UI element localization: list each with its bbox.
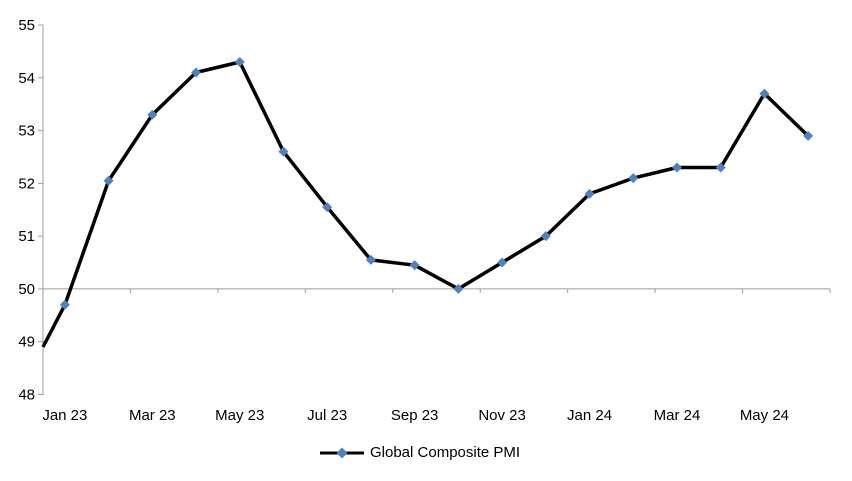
- data-point-may-24: [759, 88, 770, 99]
- data-point-mar-24: [671, 162, 682, 173]
- y-axis-tick-label: 49: [18, 334, 35, 351]
- x-axis-tick-label: Mar 23: [129, 407, 176, 424]
- y-axis-tick-label: 52: [18, 175, 35, 192]
- x-axis-tick-label: Nov 23: [478, 407, 526, 424]
- y-axis-tick-label: 53: [18, 123, 35, 140]
- data-point-apr-24: [715, 162, 726, 173]
- y-axis-tick-label: 54: [18, 70, 35, 87]
- legend-diamond-marker-icon: [336, 447, 348, 458]
- legend-line-marker-icon: [320, 447, 364, 458]
- x-axis-tick-label: Mar 24: [654, 407, 701, 424]
- data-point-nov-23: [497, 257, 508, 268]
- legend: Global Composite PMI: [320, 444, 520, 461]
- y-axis-tick-label: 50: [18, 281, 35, 298]
- data-point-jul-23: [322, 202, 333, 213]
- data-point-dec-23: [540, 231, 551, 242]
- series-line-global-composite-pmi: [41, 60, 810, 348]
- x-axis-tick-label: Sep 23: [391, 407, 439, 424]
- data-point-sep-23: [409, 260, 420, 271]
- y-axis-tick-label: 48: [18, 387, 35, 404]
- x-axis-tick-label: Jul 23: [307, 407, 347, 424]
- data-point-aug-23: [365, 254, 376, 265]
- data-point-jun-23: [278, 146, 289, 157]
- y-axis-tick-label: 51: [18, 228, 35, 245]
- x-axis-tick-label: Jan 23: [42, 407, 87, 424]
- data-point-may-23: [234, 56, 245, 67]
- x-axis-tick-label: May 23: [215, 407, 264, 424]
- data-point-oct-23: [453, 283, 464, 294]
- data-point-apr-23: [191, 67, 202, 78]
- data-point-feb-24: [628, 173, 639, 184]
- y-axis-tick-label: 55: [18, 17, 35, 34]
- data-point-feb-23: [103, 175, 114, 186]
- x-axis-tick-label: Jan 24: [567, 407, 612, 424]
- legend-label: Global Composite PMI: [370, 444, 521, 461]
- x-axis-tick-label: May 24: [740, 407, 789, 424]
- data-point-jun-24: [803, 130, 814, 141]
- data-point-jan-24: [584, 188, 595, 199]
- plot-area: 55 54 53 52 51 50 49 48 Jan 23 Mar 23 May 23 Jul 23…: [18, 17, 831, 424]
- data-point-jan-23: [59, 299, 70, 310]
- data-point-mar-23: [147, 109, 158, 120]
